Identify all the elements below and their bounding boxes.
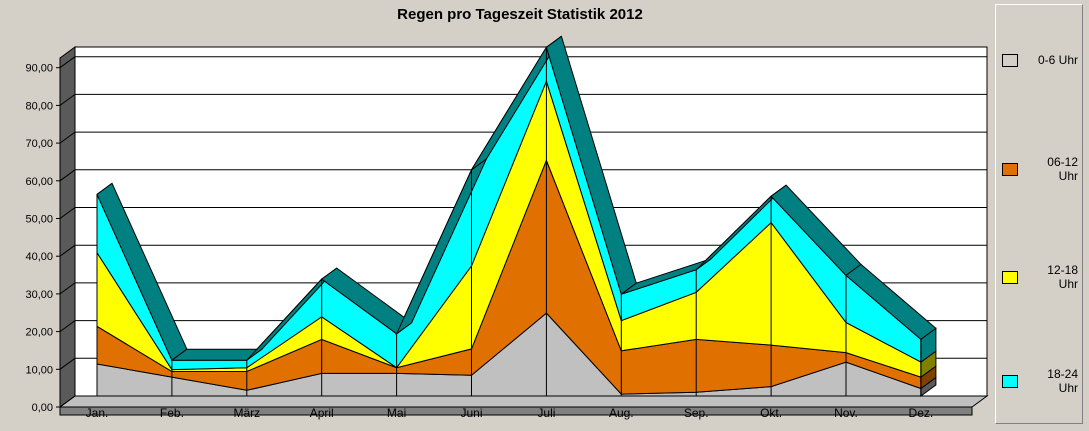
gridline-wall <box>59 357 76 370</box>
x-tick-label: Sep. <box>684 406 709 420</box>
x-tick-label: Juli <box>537 406 555 420</box>
legend-swatch <box>1002 162 1018 176</box>
x-tick-label: Feb. <box>160 406 184 420</box>
x-tick-label: Mai <box>387 406 406 420</box>
chart-title: Regen pro Tageszeit Statistik 2012 <box>397 6 643 23</box>
y-tick-label: 40,00 <box>25 251 53 263</box>
legend-label: 12-18 Uhr <box>1047 263 1078 291</box>
y-tick-label: 60,00 <box>25 176 53 188</box>
gridline-wall <box>59 207 76 219</box>
x-tick-label: Jan. <box>86 406 109 420</box>
gridline-wall <box>59 244 76 257</box>
legend-swatch <box>1002 53 1018 67</box>
legend-swatch <box>1002 270 1018 284</box>
gridline-wall <box>59 395 76 408</box>
floor-edge <box>59 406 973 416</box>
left-wall <box>59 46 76 408</box>
gridline-wall <box>59 282 76 295</box>
y-tick-label: 20,00 <box>25 327 53 339</box>
y-tick-label: 0,00 <box>32 402 53 414</box>
legend-item: 12-18 Uhr <box>1002 263 1078 291</box>
legend-swatch <box>1002 374 1018 388</box>
chart-legend: 0-6 Uhr 06-12 Uhr 12-18 Uhr 18-24 Uhr <box>995 4 1083 424</box>
legend-label: 06-12 Uhr <box>1047 155 1078 183</box>
y-tick-label: 50,00 <box>25 214 53 226</box>
x-tick-label: April <box>310 406 334 420</box>
legend-item: 0-6 Uhr <box>1002 53 1078 67</box>
legend-label: 0-6 Uhr <box>1037 53 1078 67</box>
x-tick-label: März <box>233 406 260 420</box>
gridline-wall <box>59 131 76 144</box>
x-tick-label: Nov. <box>834 406 858 420</box>
y-tick-label: 90,00 <box>25 63 53 75</box>
gridline-wall <box>59 169 76 182</box>
legend-item: 18-24 Uhr <box>1002 367 1078 395</box>
x-tick-label: Okt. <box>760 406 782 420</box>
x-tick-label: Dez. <box>909 406 934 420</box>
y-tick-label: 30,00 <box>25 289 53 301</box>
y-tick-label: 80,00 <box>25 100 53 112</box>
legend-label: 18-24 Uhr <box>1047 367 1078 395</box>
gridline-wall <box>59 56 76 69</box>
gridline-wall <box>59 93 76 106</box>
x-tick-label: Aug. <box>609 406 634 420</box>
y-tick-label: 70,00 <box>25 138 53 150</box>
gridline-wall <box>59 320 76 333</box>
legend-item: 06-12 Uhr <box>1002 155 1078 183</box>
x-tick-label: Juni <box>460 406 482 420</box>
y-tick-label: 10,00 <box>25 364 53 376</box>
